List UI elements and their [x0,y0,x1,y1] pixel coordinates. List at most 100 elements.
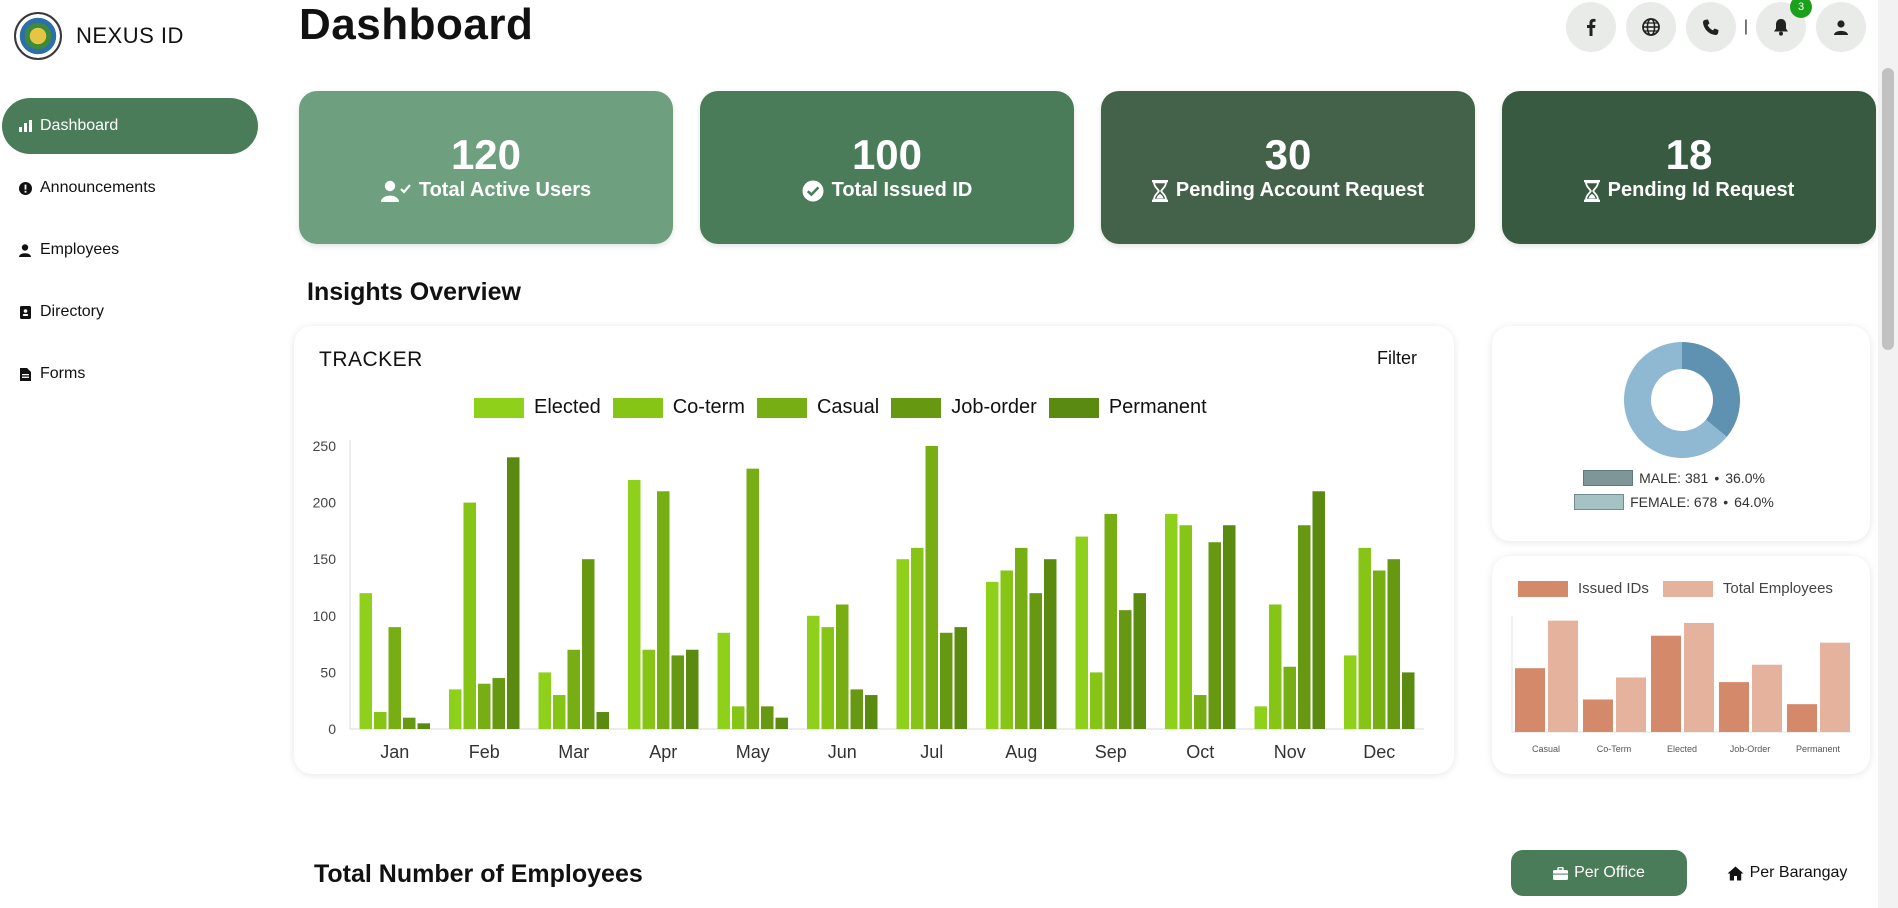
sidebar-item-forms[interactable]: Forms [2,346,258,402]
slice-female[interactable] [1624,342,1727,458]
bar-issued-ids-elected[interactable] [1651,635,1681,732]
bar-co-term-nov[interactable] [1269,604,1282,729]
bar-job-order-jun[interactable] [850,689,864,729]
bar-co-term-feb[interactable] [463,502,477,729]
legend-item-casual[interactable]: Casual [756,396,879,419]
bar-permanent-oct[interactable] [1223,525,1236,729]
sidebar-item-employees[interactable]: Employees [2,222,258,278]
bar-elected-nov[interactable] [1254,706,1268,729]
bar-permanent-aug[interactable] [1044,559,1057,729]
bar-co-term-may[interactable] [732,706,745,729]
bar-casual-aug[interactable] [1015,547,1028,729]
bar-co-term-apr[interactable] [642,649,656,729]
bar-job-order-may[interactable] [761,706,774,729]
bar-job-order-jul[interactable] [940,632,953,729]
bar-elected-jul[interactable] [896,559,910,729]
bar-co-term-mar[interactable] [553,695,566,729]
bar-permanent-may[interactable] [775,717,789,729]
bar-total-employees-casual[interactable] [1548,620,1578,732]
bar-co-term-jan[interactable] [374,712,387,729]
bar-co-term-oct[interactable] [1179,525,1193,729]
bar-permanent-mar[interactable] [596,712,610,729]
legend-swatch [612,397,663,418]
bar-job-order-mar[interactable] [582,559,595,729]
bar-permanent-jun[interactable] [865,695,878,729]
scrollbar-thumb[interactable] [1882,68,1894,350]
bar-casual-oct[interactable] [1194,695,1207,729]
bar-job-order-aug[interactable] [1029,593,1043,729]
bar-permanent-feb[interactable] [507,457,520,729]
bar-job-order-nov[interactable] [1298,525,1311,729]
bar-job-order-apr[interactable] [671,655,685,729]
bar-issued-ids-casual[interactable] [1515,668,1545,732]
bar-co-term-jul[interactable] [911,547,924,729]
bar-total-employees-elected[interactable] [1684,622,1714,732]
bar-job-order-oct[interactable] [1208,542,1222,729]
bar-issued-ids-permanent[interactable] [1787,704,1817,732]
facebook-button[interactable] [1565,2,1616,52]
bar-co-term-jun[interactable] [821,627,835,729]
bar-job-order-feb[interactable] [492,678,506,729]
bar-issued-ids-job-order[interactable] [1719,682,1749,732]
bar-total-employees-job-order[interactable] [1752,664,1782,732]
issued-legend: Issued IDs Total Employees [1518,580,1833,597]
bar-casual-nov[interactable] [1283,666,1297,729]
sidebar-item-dashboard[interactable]: Dashboard [2,98,258,154]
bar-casual-jun[interactable] [836,604,849,729]
bar-job-order-jan[interactable] [403,717,416,729]
sidebar-item-directory[interactable]: Directory [2,284,258,340]
male-percent: 36.0% [1725,470,1765,486]
bar-total-employees-co-term[interactable] [1616,677,1646,732]
bar-elected-jan[interactable] [359,593,373,729]
bar-casual-jan[interactable] [388,627,402,729]
bar-permanent-apr[interactable] [686,649,699,729]
phone-button[interactable] [1685,2,1736,52]
sidebar-item-announcements[interactable]: Announcements [2,160,258,216]
tab-per-barangay[interactable]: Per Barangay [1712,850,1862,896]
bar-co-term-aug[interactable] [1000,570,1014,729]
bar-casual-may[interactable] [746,468,760,729]
bar-elected-dec[interactable] [1344,655,1357,729]
bar-permanent-sep[interactable] [1133,593,1147,729]
page-scrollbar[interactable] [1878,0,1898,908]
bar-elected-may[interactable] [717,632,731,729]
tab-per-office[interactable]: Per Office [1511,850,1687,896]
slice-male[interactable] [1682,342,1740,437]
legend-item-job-order[interactable]: Job-order [891,396,1037,419]
bar-casual-feb[interactable] [478,683,491,729]
legend-item-total-employees[interactable]: Total Employees [1662,580,1833,597]
person-icon [18,243,32,257]
bar-permanent-jan[interactable] [417,723,431,729]
bar-elected-sep[interactable] [1075,536,1089,729]
brand[interactable]: NEXUS ID [14,12,184,60]
bar-casual-apr[interactable] [657,491,670,729]
legend-item-permanent[interactable]: Permanent [1048,396,1207,419]
bar-elected-feb[interactable] [449,689,462,729]
bar-casual-sep[interactable] [1104,513,1118,729]
bar-permanent-nov[interactable] [1312,491,1326,729]
legend-item-elected[interactable]: Elected [474,396,601,419]
bar-job-order-sep[interactable] [1119,610,1132,729]
bar-casual-jul[interactable] [925,446,939,729]
notifications-button[interactable]: 3 [1756,0,1812,52]
bar-elected-oct[interactable] [1165,513,1178,729]
bar-co-term-dec[interactable] [1358,547,1372,729]
bar-casual-dec[interactable] [1373,570,1386,729]
bar-total-employees-permanent[interactable] [1820,642,1850,732]
legend-item-issued-ids[interactable]: Issued IDs [1518,580,1649,597]
bar-casual-mar[interactable] [567,649,581,729]
bar-elected-mar[interactable] [538,672,552,729]
bar-elected-jun[interactable] [807,615,820,729]
bar-permanent-jul[interactable] [954,627,968,729]
bar-permanent-dec[interactable] [1402,672,1415,729]
website-button[interactable] [1625,2,1676,52]
bar-elected-aug[interactable] [986,581,999,729]
bar-job-order-dec[interactable] [1387,559,1401,729]
legend-item-co-term[interactable]: Co-term [612,396,745,419]
bar-issued-ids-co-term[interactable] [1583,699,1613,732]
filter-button[interactable]: Filter [1377,348,1417,368]
profile-button[interactable] [1816,2,1866,52]
bar-co-term-sep[interactable] [1090,672,1103,729]
stat-value: 30 [1264,130,1312,178]
bar-elected-apr[interactable] [628,479,641,729]
